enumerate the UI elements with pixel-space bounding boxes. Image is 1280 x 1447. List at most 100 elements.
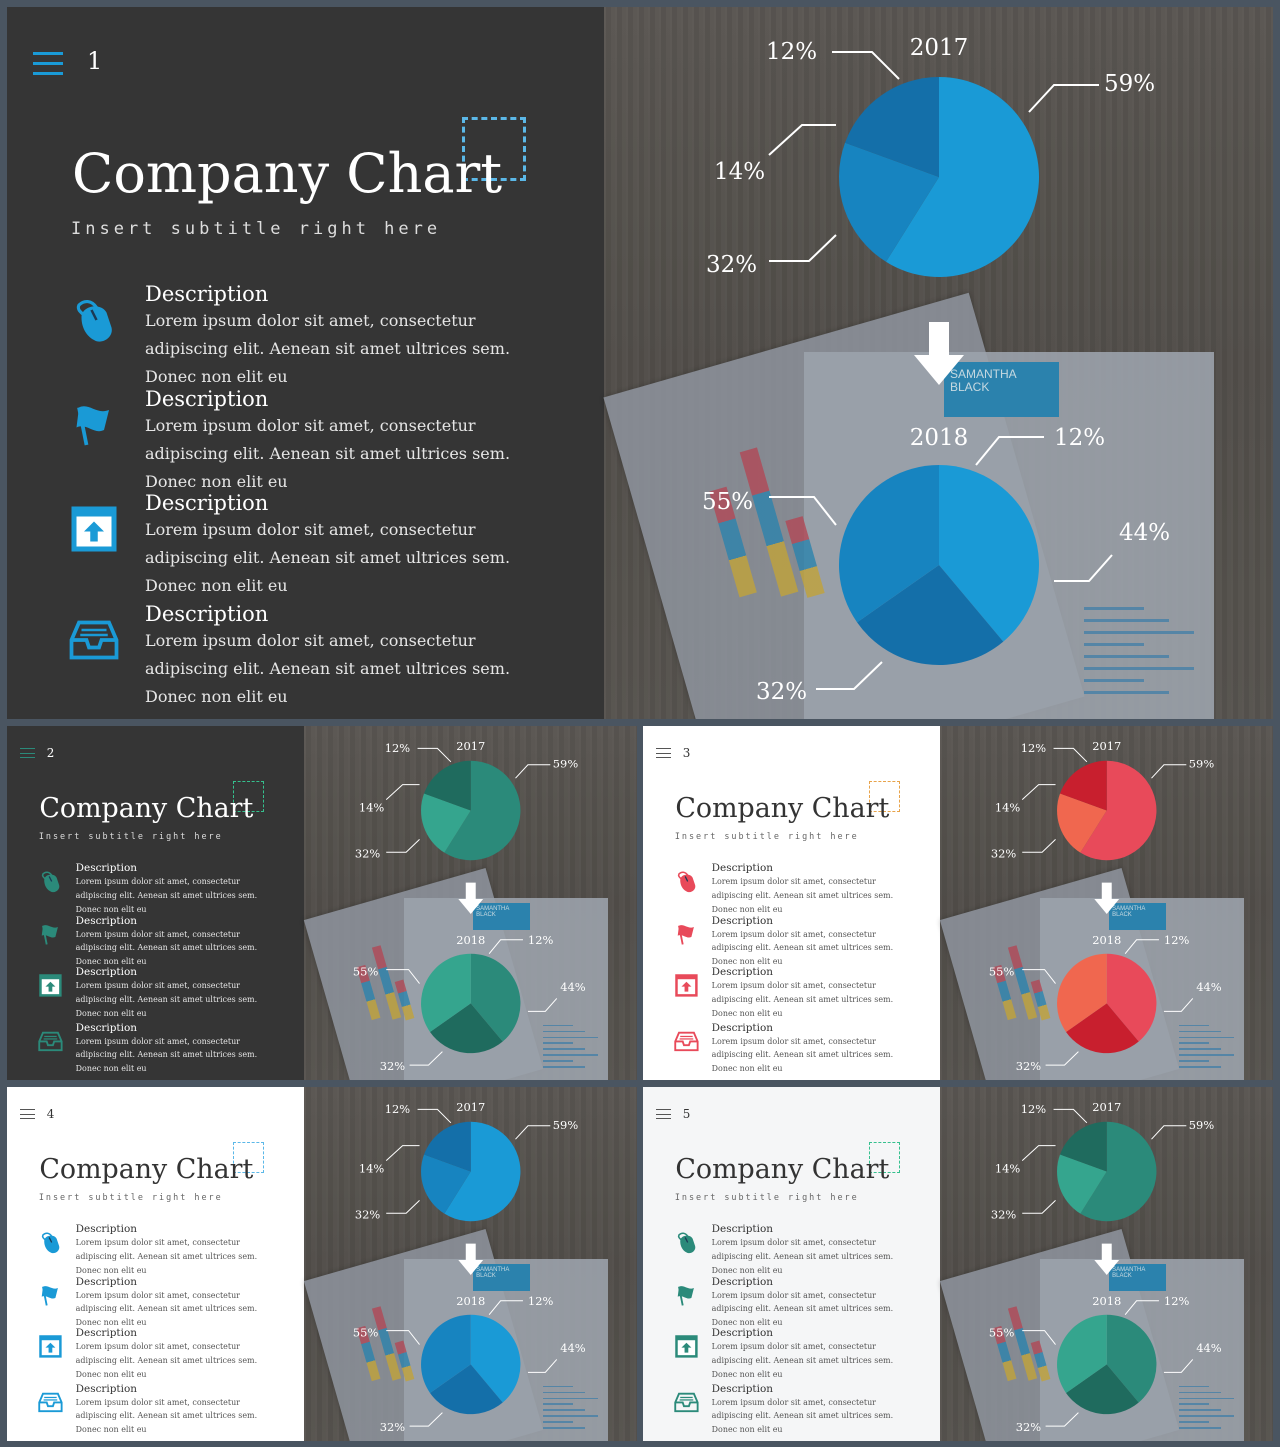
mouse-icon (41, 1232, 60, 1254)
description-body: Lorem ipsum dolor sit amet, consectetur (75, 877, 240, 887)
pie-slice (421, 1154, 471, 1214)
description-body: adipiscing elit. Aenean sit amet ultrice… (75, 1050, 258, 1060)
inbox-tray-icon (674, 1031, 699, 1051)
menu-icon[interactable] (19, 748, 35, 761)
menu-icon[interactable] (655, 748, 671, 761)
upload-window-icon (675, 1335, 698, 1358)
description-body: adipiscing elit. Aenean sit amet ultrice… (75, 891, 258, 901)
resume-line (542, 1048, 586, 1050)
pie-charts: 2017 59% 12% 14% 32% 2018 12% 44% 32% 55% (989, 1100, 1222, 1434)
pie-data-label: 44% (1119, 520, 1170, 546)
description-body: Lorem ipsum dolor sit amet, consectetur (711, 1238, 876, 1248)
pie-slice (857, 565, 1004, 666)
inbox-tray-icon (38, 1031, 63, 1051)
resume-name-card: SAMANTHA BLACK (1109, 902, 1167, 931)
pie-data-label: 32% (355, 1208, 381, 1222)
description-body: Lorem ipsum dolor sit amet, consectetur (711, 877, 876, 887)
description-item: Description Lorem ipsum dolor sit amet, c… (145, 490, 575, 600)
description-body: adipiscing elit. Aenean sit amet ultrice… (711, 1411, 894, 1421)
pie-data-label: 59% (1189, 1118, 1215, 1132)
description-body: adipiscing elit. Aenean sit amet ultrice… (711, 891, 894, 901)
resume-line (1084, 679, 1144, 682)
decorative-dashed-box (869, 1141, 901, 1173)
pie-slice (1080, 760, 1157, 861)
description-body: Donec non elit eu (75, 1318, 147, 1328)
page-subtitle: Insert subtitle right here (38, 831, 223, 842)
description-body: adipiscing elit. Aenean sit amet ultrice… (75, 943, 258, 953)
slide-5[interactable]: 5 Company Chart Insert subtitle right here… (643, 1087, 1273, 1441)
resume-name-card: SAMANTHA BLACK (1109, 1263, 1167, 1292)
resume-line (542, 1409, 586, 1411)
pie-slice (470, 1314, 521, 1403)
menu-icon[interactable] (33, 52, 63, 82)
pie-2018 (1057, 953, 1157, 1054)
pie-charts: 2017 59% 12% 14% 32% 2018 12% 44% 32% 55% (353, 1100, 586, 1434)
resume-first-name: SAMANTHA (476, 905, 510, 912)
resume-line (542, 1024, 573, 1027)
pie-slice (1106, 953, 1157, 1042)
description-item: Description Lorem ipsum dolor sit amet, c… (712, 1223, 926, 1278)
description-body: adipiscing elit. Aenean sit amet ultrice… (75, 1411, 258, 1421)
pie-slice (424, 760, 471, 811)
pie-2018-title: 2018 (456, 933, 485, 947)
pie-slice (838, 465, 939, 623)
resume-name-card: SAMANTHA BLACK (944, 362, 1059, 417)
pie-slice (1060, 760, 1107, 811)
upload-window-icon (675, 974, 698, 997)
description-body: Donec non elit eu (75, 957, 147, 967)
description-body: adipiscing elit. Aenean sit amet ultrice… (75, 1304, 258, 1314)
resume-line (1178, 1042, 1209, 1044)
upload-window-icon (71, 506, 117, 552)
flag-icon (677, 924, 694, 945)
pie-data-label: 55% (353, 965, 379, 979)
resume-last-name: BLACK (950, 380, 990, 394)
pie-data-label: 14% (995, 1162, 1021, 1176)
description-body: Donec non elit eu (145, 367, 288, 386)
pie-data-label: 55% (353, 1326, 379, 1340)
resume-line (542, 1066, 586, 1068)
description-heading: Description (711, 1223, 773, 1236)
slide-3[interactable]: 3 Company Chart Insert subtitle right here… (643, 726, 1273, 1080)
description-item: Description Lorem ipsum dolor sit amet, c… (712, 1383, 926, 1438)
resume-name-card: SAMANTHA BLACK (473, 1263, 531, 1292)
menu-icon[interactable] (655, 1109, 671, 1122)
page-subtitle: Insert subtitle right here (674, 831, 859, 842)
resume-line (1178, 1421, 1209, 1423)
pie-slice (839, 142, 939, 262)
pie-slice (421, 953, 471, 1032)
resume-line (542, 1030, 586, 1033)
menu-icon[interactable] (19, 1109, 35, 1122)
slide-1[interactable]: 1 Company Chart Insert subtitle right here… (7, 7, 1273, 719)
slide-2[interactable]: 2 Company Chart Insert subtitle right here… (7, 726, 637, 1080)
resume-name-card: SAMANTHA BLACK (473, 902, 531, 931)
resume-line (1178, 1066, 1222, 1068)
description-heading: Description (711, 1382, 773, 1395)
upload-window-icon (39, 1335, 62, 1358)
pie-data-label: 32% (355, 847, 381, 861)
slide-number: 3 (682, 745, 691, 760)
page-title: Company Chart (675, 793, 890, 825)
pie-slice (1066, 1003, 1139, 1054)
resume-line (1084, 655, 1169, 658)
slide-4[interactable]: 4 Company Chart Insert subtitle right here… (7, 1087, 637, 1441)
slide-left-panel: 5 Company Chart Insert subtitle right here… (643, 1087, 940, 1441)
slide-right-panel: SAMANTHA BLACK 2017 59% 12% 14% 32% 2018 12% 44% 3… (603, 7, 1273, 719)
description-body: Lorem ipsum dolor sit amet, consectetur (711, 1036, 876, 1046)
down-arrow-icon (458, 1243, 484, 1275)
resume-line (1084, 619, 1169, 622)
page-title: Company Chart (72, 142, 503, 205)
resume-line (542, 1391, 586, 1394)
description-heading: Description (75, 966, 137, 979)
pie-slice (845, 77, 939, 177)
description-body: Lorem ipsum dolor sit amet, consectetur (75, 1342, 240, 1352)
decorative-dashed-box (233, 780, 265, 812)
description-body: Lorem ipsum dolor sit amet, consectetur (711, 929, 876, 939)
pie-2018-title: 2018 (1092, 933, 1121, 947)
resume-line (1178, 1024, 1209, 1027)
page-title: Company Chart (39, 793, 254, 825)
page-title: Company Chart (675, 1154, 890, 1186)
mouse-icon (677, 871, 696, 893)
pie-2018-title: 2018 (456, 1294, 485, 1308)
description-body: Lorem ipsum dolor sit amet, consectetur (711, 1397, 876, 1407)
pie-slice (1066, 1364, 1139, 1415)
